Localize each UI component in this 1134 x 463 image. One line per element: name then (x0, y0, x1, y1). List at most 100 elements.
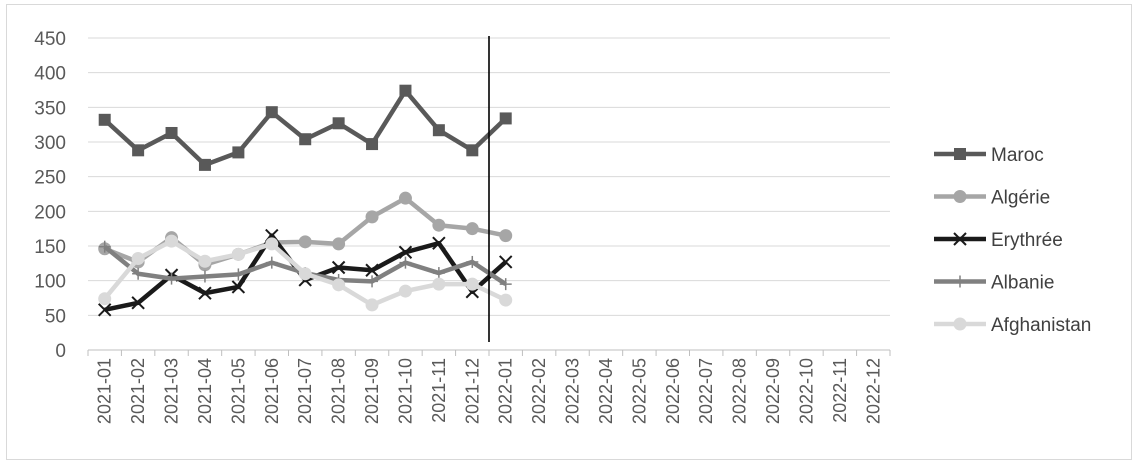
data-point (165, 126, 178, 139)
x-tick-label: 2021-03 (162, 358, 182, 424)
data-point (265, 256, 278, 269)
legend-marker (953, 232, 967, 246)
axes (87, 349, 891, 356)
data-point (499, 278, 512, 291)
marker-stroke (953, 232, 967, 246)
data-point (98, 303, 112, 317)
data-point (265, 237, 279, 251)
data-point (398, 245, 413, 259)
data-point (499, 255, 513, 269)
data-point (366, 275, 379, 288)
data-point (432, 267, 445, 280)
legend-label: Afghanistan (991, 315, 1091, 336)
y-tick-label: 300 (34, 133, 66, 154)
legend-item-albanie: Albanie (934, 273, 1054, 294)
marker-stroke (331, 260, 346, 275)
x-tick-label: 2021-01 (95, 358, 115, 424)
x-tick-label: 2021-08 (329, 358, 349, 424)
data-point (131, 251, 145, 265)
data-point (331, 260, 346, 275)
data-point (366, 138, 379, 151)
data-point (432, 277, 446, 291)
x-tick-label: 2022-07 (696, 358, 716, 424)
x-tick-label: 2021-06 (262, 358, 282, 424)
data-point (499, 112, 512, 125)
x-tick-label: 2021-09 (362, 358, 382, 424)
data-point (232, 268, 245, 281)
y-tick-label: 0 (55, 341, 66, 362)
data-point (465, 222, 479, 236)
x-tick-label: 2022-11 (830, 358, 850, 423)
data-point (432, 124, 445, 137)
x-tick-label: 2021-11 (429, 358, 449, 423)
x-tick-label: 2021-12 (462, 358, 482, 424)
data-point (198, 158, 211, 171)
data-point (98, 240, 111, 253)
y-tick-label: 200 (34, 202, 66, 223)
y-tick-label: 350 (34, 98, 66, 119)
data-point (466, 144, 479, 157)
chart-frame (6, 4, 1132, 460)
legend-marker (953, 317, 967, 331)
data-point (499, 229, 513, 243)
x-tick-label: 2021-10 (395, 358, 415, 424)
x-tick-label: 2022-12 (863, 358, 883, 424)
x-tick-label: 2022-06 (663, 358, 683, 424)
data-point (265, 106, 278, 119)
data-point (465, 277, 479, 291)
data-point (365, 263, 379, 277)
legend-marker (954, 275, 966, 288)
x-axis-ticks: 2021-01 2021-02 2021-03 2021-04 2021-05 2021-… (95, 358, 884, 424)
y-tick-label: 400 (34, 64, 66, 85)
x-tick-label: 2022-09 (763, 358, 783, 424)
data-point (231, 280, 246, 294)
data-point (298, 235, 312, 249)
y-tick-label: 150 (34, 237, 66, 258)
x-tick-label: 2021-02 (128, 358, 148, 424)
data-point (165, 234, 179, 248)
x-tick-label: 2021-05 (228, 358, 248, 424)
legend-label: Albanie (991, 273, 1054, 294)
series-maroc (98, 84, 512, 171)
data-point (332, 117, 345, 130)
legend-marker (954, 148, 966, 160)
legend-item-algerie: Algérie (934, 188, 1050, 209)
data-point (365, 298, 379, 312)
legend-marker (953, 190, 967, 203)
data-point (499, 293, 513, 307)
y-tick-label: 100 (34, 272, 66, 293)
series-group (98, 84, 513, 317)
y-tick-label: 450 (34, 29, 66, 50)
x-tick-label: 2022-10 (796, 358, 816, 424)
x-tick-label: 2022-04 (596, 358, 616, 424)
data-point (231, 247, 245, 261)
x-tick-label: 2022-08 (730, 358, 750, 424)
y-axis-ticks: 0 50 100 150 200 250 300 350 400 450 (34, 29, 66, 362)
series-line-maroc (103, 88, 508, 168)
marker-stroke (231, 280, 246, 294)
data-point (98, 292, 112, 306)
y-tick-label: 250 (34, 168, 66, 189)
marker-stroke (131, 296, 145, 310)
marker-stroke (499, 255, 513, 269)
data-point (398, 191, 412, 205)
data-point (132, 267, 145, 280)
data-point (131, 296, 145, 310)
legend-label: Algérie (991, 188, 1050, 209)
data-point (198, 270, 211, 283)
data-point (232, 146, 245, 159)
data-point (432, 236, 446, 250)
data-point (165, 272, 178, 285)
marker-stroke (98, 303, 112, 317)
legend: Maroc Algérie Erythrée Albanie Afghanistan (934, 145, 1091, 336)
marker-stroke (398, 245, 413, 259)
data-point (332, 237, 346, 251)
data-point (198, 286, 212, 300)
legend-label: Erythrée (991, 230, 1063, 251)
data-point (132, 144, 145, 157)
data-point (198, 254, 212, 268)
data-point (298, 267, 312, 281)
data-point (466, 255, 479, 268)
data-point (398, 284, 412, 298)
